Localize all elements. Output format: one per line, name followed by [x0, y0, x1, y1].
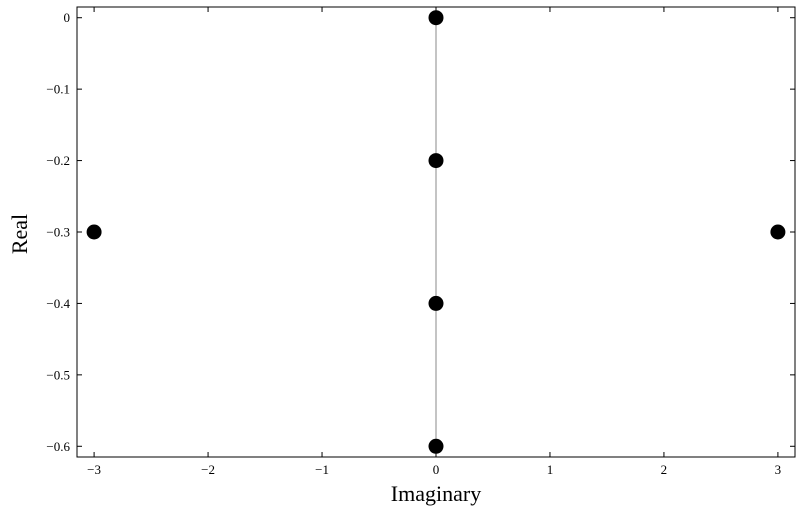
x-tick-label: 1	[547, 462, 554, 477]
points-layer	[86, 10, 786, 454]
data-point	[428, 10, 444, 26]
y-axis-title: Real	[7, 214, 32, 254]
data-point	[770, 224, 786, 240]
data-point	[428, 153, 444, 169]
y-tick-label: −0.5	[46, 367, 70, 382]
y-tick-label: −0.6	[46, 439, 70, 454]
ticks-layer: −3 −2 −1 0 1 2 3 0 −0.1 −0.2 −0.3 −0.4 −0.5 −0.6	[46, 7, 795, 477]
x-tick-label: 0	[433, 462, 440, 477]
y-tick-label: −0.1	[46, 82, 70, 97]
x-tick-label: 2	[661, 462, 668, 477]
x-tick-label: −1	[315, 462, 329, 477]
y-tick-label: 0	[64, 10, 71, 25]
x-tick-label: 3	[775, 462, 782, 477]
x-tick-label: −2	[201, 462, 215, 477]
y-tick-label: −0.3	[46, 225, 70, 240]
data-point	[86, 224, 102, 240]
data-point	[428, 295, 444, 311]
y-tick-label: −0.2	[46, 153, 70, 168]
x-axis-title: Imaginary	[391, 481, 481, 506]
x-tick-label: −3	[87, 462, 101, 477]
data-point	[428, 438, 444, 454]
y-tick-label: −0.4	[46, 296, 70, 311]
